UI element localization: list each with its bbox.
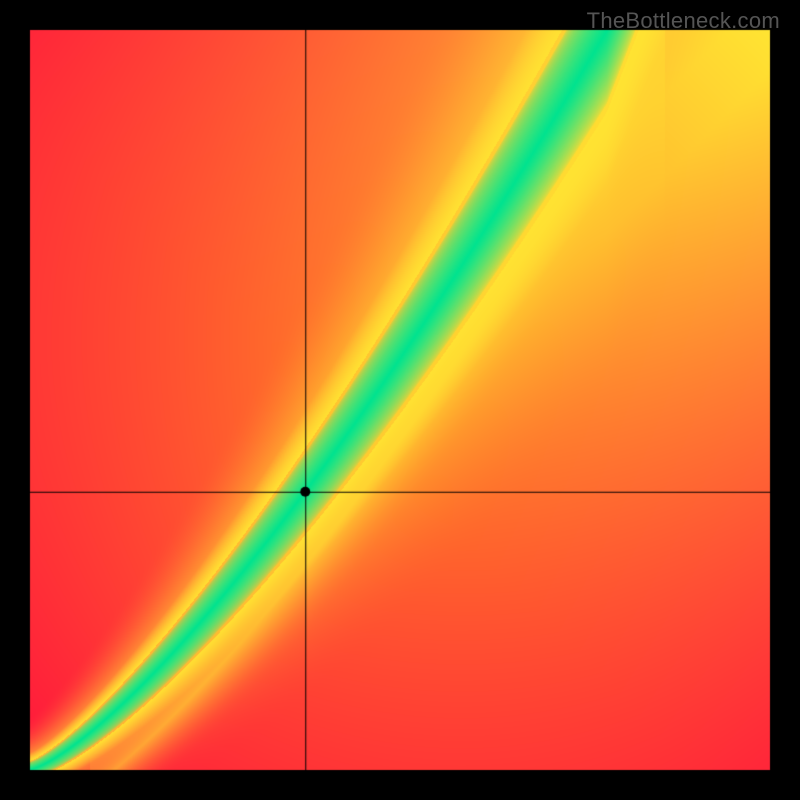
heatmap-canvas bbox=[0, 0, 800, 800]
watermark-text: TheBottleneck.com bbox=[587, 8, 780, 34]
chart-container: TheBottleneck.com bbox=[0, 0, 800, 800]
